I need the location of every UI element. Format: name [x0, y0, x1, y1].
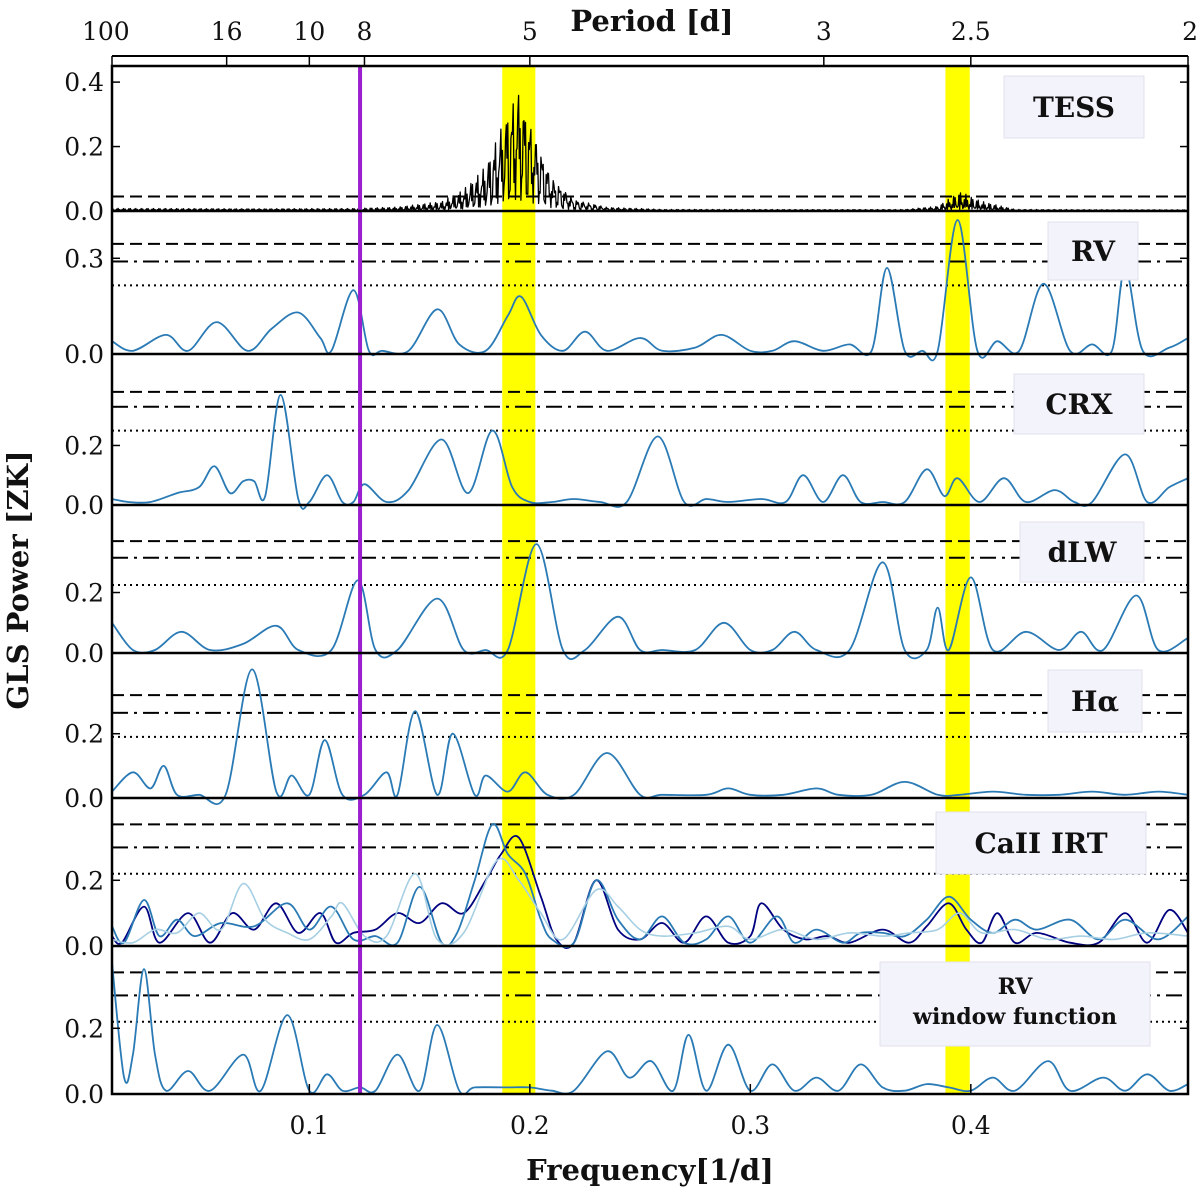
- y-tick-label: 0.0: [64, 197, 104, 226]
- highlight-band: [502, 66, 536, 1094]
- y-tick-label: 0.4: [64, 68, 104, 97]
- y-tick-label: 0.2: [64, 133, 104, 162]
- panel-label-line: RV: [998, 974, 1033, 1000]
- panel: [112, 390, 1188, 510]
- panel: [112, 962, 1188, 1094]
- y-tick-label: 0.2: [64, 431, 104, 460]
- panel-label: Hα: [1071, 685, 1119, 718]
- x-tick-label: 0.3: [730, 1111, 770, 1140]
- y-tick-label: 0.0: [64, 491, 104, 520]
- panel: [112, 219, 1188, 362]
- panel-label-box: [1003, 75, 1145, 139]
- y-tick-label: 0.0: [64, 639, 104, 668]
- top-tick-label: 2.5: [951, 17, 991, 46]
- panel: [112, 540, 1188, 661]
- y-tick-label: 0.2: [64, 579, 104, 608]
- series-line: [112, 668, 1188, 805]
- y-tick-label: 0.3: [64, 244, 104, 273]
- x-axis-title: Frequency[1/d]: [526, 1153, 774, 1187]
- series-line: [112, 543, 1188, 661]
- series-line: [112, 857, 1188, 946]
- panel-label: TESS: [1033, 91, 1115, 124]
- y-tick-label: 0.2: [64, 720, 104, 749]
- top-tick-label: 8: [357, 17, 373, 46]
- series-line: [112, 219, 1188, 362]
- top-tick-label: 100: [82, 17, 130, 46]
- y-tick-label: 0.0: [64, 784, 104, 813]
- top-tick-label: 3: [816, 17, 832, 46]
- panel: [112, 823, 1188, 949]
- panel-label: CaII IRT: [974, 827, 1107, 860]
- series-line: [112, 962, 1188, 1094]
- panel-label-box: [1047, 221, 1139, 281]
- y-tick-label: 0.0: [64, 1080, 104, 1109]
- panel-label: RV: [1071, 235, 1116, 268]
- top-axis-title: Period [d]: [570, 4, 733, 38]
- plot-frame: [110, 64, 1190, 1096]
- panel-label-box: [1047, 669, 1143, 733]
- panel-label: CRX: [1045, 388, 1113, 421]
- top-tick-label: 16: [211, 17, 243, 46]
- series-line: [112, 393, 1188, 510]
- series-line: [112, 835, 1188, 949]
- series-line: [112, 823, 1188, 948]
- y-tick-label: 0.2: [64, 1014, 104, 1043]
- panel-label-box: [935, 811, 1147, 875]
- panel-label-box: [1013, 373, 1145, 435]
- top-tick-label: 10: [293, 17, 325, 46]
- x-tick-label: 0.1: [289, 1111, 329, 1140]
- top-tick-label: 2: [1182, 17, 1198, 46]
- panel-label-box: [1019, 521, 1145, 583]
- highlight-band: [945, 66, 970, 1094]
- x-tick-label: 0.4: [951, 1111, 991, 1140]
- top-tick-label: 5: [522, 17, 538, 46]
- panel: [112, 668, 1188, 805]
- panel-label-line: window function: [912, 1004, 1117, 1030]
- x-tick-label: 0.2: [510, 1111, 550, 1140]
- y-axis-title: GLS Power [ZK]: [1, 450, 35, 709]
- y-tick-label: 0.2: [64, 866, 104, 895]
- panel-label-box: [879, 961, 1151, 1047]
- y-tick-label: 0.0: [64, 340, 104, 369]
- panel-label: dLW: [1048, 536, 1117, 569]
- y-tick-label: 0.0: [64, 932, 104, 961]
